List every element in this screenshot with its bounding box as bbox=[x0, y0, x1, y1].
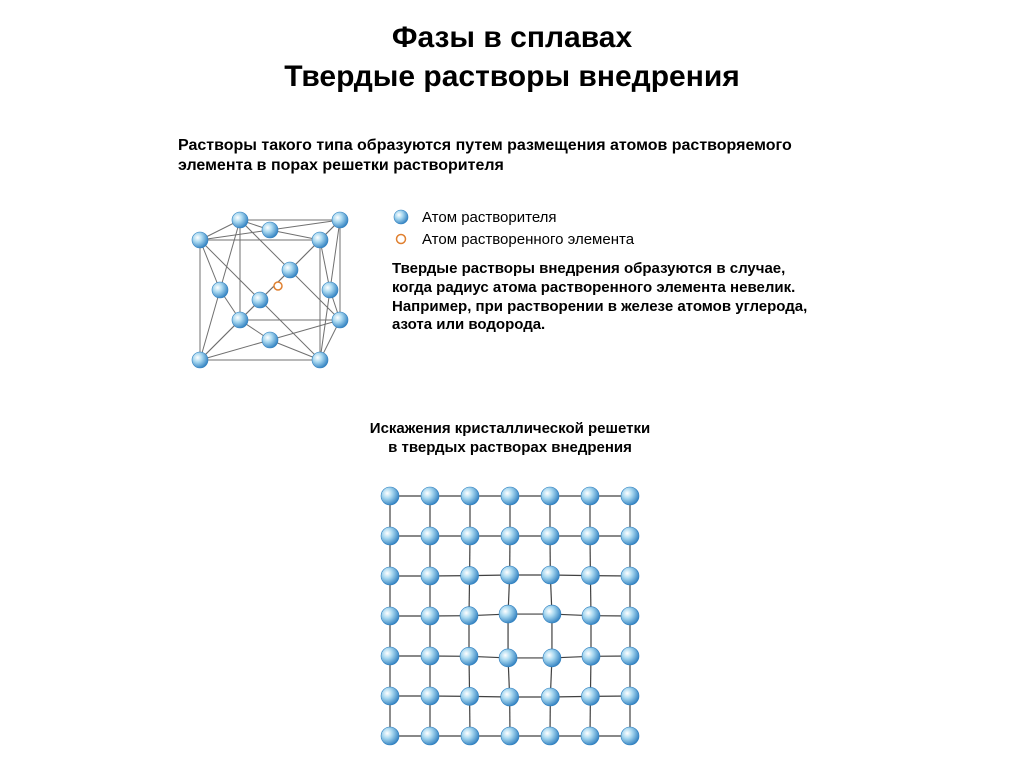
page-title: Фазы в сплавах Твердые растворы внедрени… bbox=[0, 0, 1024, 96]
solvent-atom-icon bbox=[392, 208, 410, 226]
caption2-line-1: Искажения кристаллической решетки bbox=[370, 420, 650, 437]
caption2-line-2: в твердых растворах внедрения bbox=[388, 439, 632, 456]
legend-row-solvent: Атом растворителя bbox=[392, 208, 634, 226]
body-text: Твердые растворы внедрения образуются в … bbox=[392, 260, 822, 335]
lattice-3d-diagram bbox=[160, 200, 360, 400]
title-line-2: Твердые растворы внедрения bbox=[284, 60, 740, 93]
lattice-2d-caption: Искажения кристаллической решетки в твер… bbox=[300, 420, 720, 458]
intro-text: Растворы такого типа образуются путем ра… bbox=[178, 136, 818, 176]
title-line-1: Фазы в сплавах bbox=[392, 21, 632, 54]
legend-label-1: Атом растворителя bbox=[422, 209, 557, 226]
legend-label-2: Атом растворенного элемента bbox=[422, 231, 634, 248]
legend-row-solute: Атом растворенного элемента bbox=[392, 230, 634, 248]
legend: Атом растворителя Атом растворенного эле… bbox=[392, 208, 634, 252]
solute-atom-icon bbox=[392, 230, 410, 248]
lattice-2d-diagram bbox=[370, 476, 650, 756]
